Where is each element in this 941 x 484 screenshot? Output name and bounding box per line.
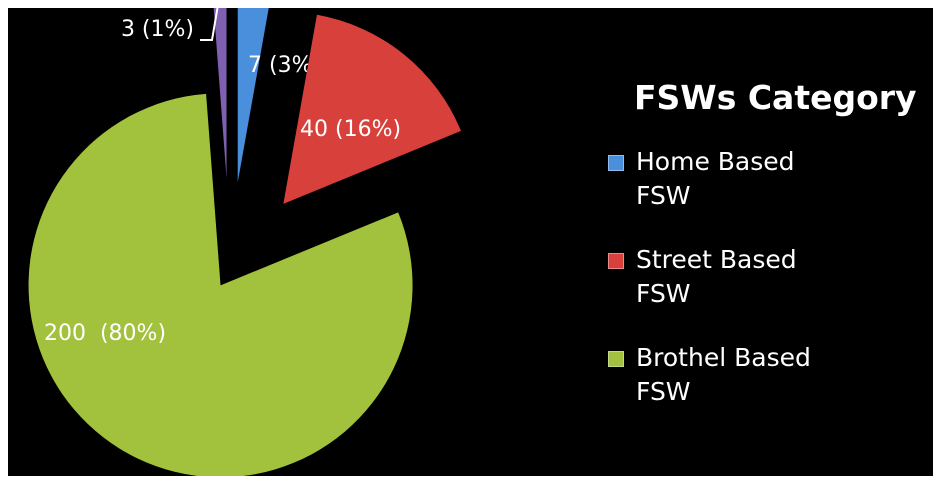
pie-slice (28, 93, 413, 476)
data-label: 3 (1%) (121, 17, 194, 42)
legend-swatch (608, 253, 624, 269)
leader-line (200, 8, 219, 41)
legend-swatch (608, 351, 624, 367)
legend-label: Street Based FSW (636, 245, 797, 308)
pie-area: 7 (3%)40 (16%)200 (80%)3 (1%) (28, 8, 461, 476)
pie-slice (283, 14, 461, 204)
legend-label: Brothel Based FSW (636, 343, 811, 406)
legend-label: Home Based FSW (636, 147, 795, 210)
pie-slice (213, 8, 227, 179)
data-label: 200 (80%) (44, 321, 166, 346)
legend-swatch (608, 155, 624, 171)
data-label: 40 (16%) (300, 117, 401, 142)
pie-slice (237, 8, 269, 183)
chart: 7 (3%) 40 (16%) 200 (80%) 3 (1%) FSWs Categ… (8, 8, 933, 476)
legend-entry: Brothel Based FSW (608, 341, 928, 409)
legend-entry: Street Based FSW (608, 243, 928, 311)
legend: FSWs Category Home Based FSW Street Based… (608, 78, 928, 439)
legend-entry: Home Based FSW (608, 145, 928, 213)
chart-title: FSWs Category (634, 78, 917, 117)
